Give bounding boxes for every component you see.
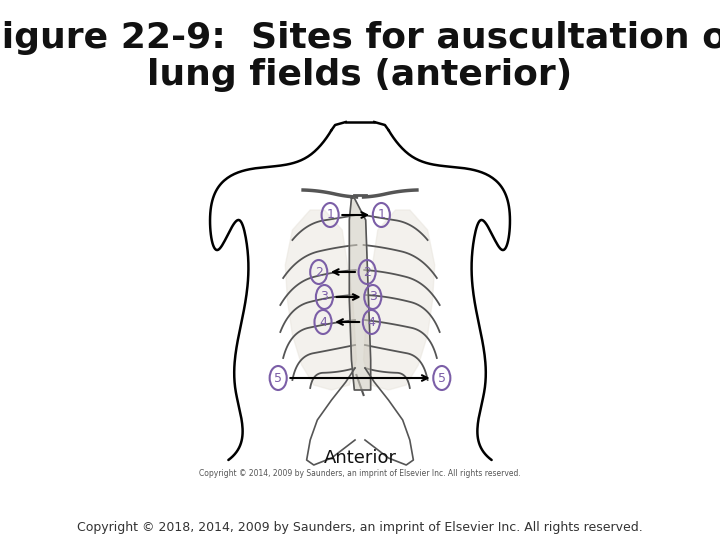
Polygon shape xyxy=(364,210,435,390)
Polygon shape xyxy=(285,210,356,390)
Text: lung fields (anterior): lung fields (anterior) xyxy=(148,58,572,92)
Text: 3: 3 xyxy=(320,291,328,303)
Text: Copyright © 2018, 2014, 2009 by Saunders, an imprint of Elsevier Inc. All rights: Copyright © 2018, 2014, 2009 by Saunders… xyxy=(77,522,643,535)
Polygon shape xyxy=(349,198,371,390)
Text: 4: 4 xyxy=(367,315,375,328)
Text: 5: 5 xyxy=(274,372,282,384)
Text: 4: 4 xyxy=(319,315,327,328)
Text: 3: 3 xyxy=(369,291,377,303)
Text: Copyright © 2014, 2009 by Saunders, an imprint of Elsevier Inc. All rights reser: Copyright © 2014, 2009 by Saunders, an i… xyxy=(199,469,521,477)
Text: Figure 22-9:  Sites for auscultation of: Figure 22-9: Sites for auscultation of xyxy=(0,21,720,55)
Text: 5: 5 xyxy=(438,372,446,384)
Text: 2: 2 xyxy=(363,266,371,279)
Text: 1: 1 xyxy=(377,208,385,221)
Text: 2: 2 xyxy=(315,266,323,279)
Text: 1: 1 xyxy=(326,208,334,221)
Text: Anterior: Anterior xyxy=(323,449,397,467)
